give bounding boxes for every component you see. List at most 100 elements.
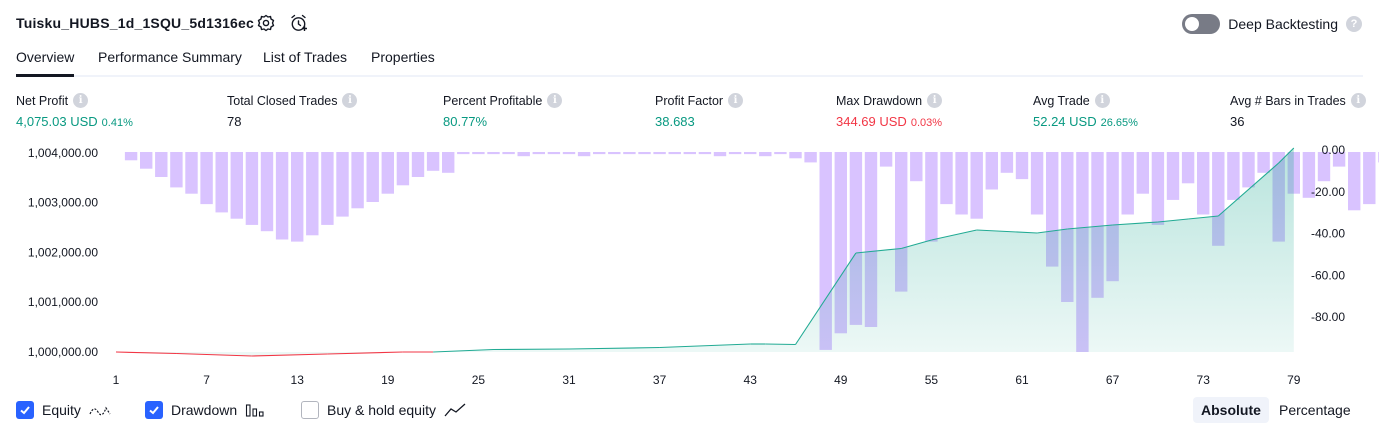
drawdown-bar[interactable] xyxy=(230,152,243,219)
buy-hold-checkbox[interactable] xyxy=(301,401,319,419)
drawdown-bar[interactable] xyxy=(124,152,138,161)
drawdown-bar[interactable] xyxy=(577,152,591,157)
drawdown-bar[interactable] xyxy=(245,152,259,225)
deep-backtesting-toggle[interactable] xyxy=(1182,14,1221,34)
drawdown-bar[interactable] xyxy=(940,152,953,205)
drawdown-bar[interactable] xyxy=(155,152,168,177)
add-alert-clock-icon[interactable] xyxy=(289,13,309,33)
info-icon[interactable]: i xyxy=(547,93,563,108)
drawdown-bar[interactable] xyxy=(351,152,364,209)
drawdown-bar[interactable] xyxy=(411,152,425,177)
drawdown-bar[interactable] xyxy=(638,152,651,155)
drawdown-bar[interactable] xyxy=(623,152,636,155)
drawdown-bar[interactable] xyxy=(215,152,228,213)
info-icon[interactable]: i xyxy=(1094,93,1110,108)
drawdown-bar[interactable] xyxy=(713,152,727,157)
drawdown-bar[interactable] xyxy=(1317,152,1331,182)
drawdown-bar[interactable] xyxy=(1363,152,1376,205)
drawdown-bar[interactable] xyxy=(925,152,938,242)
info-icon[interactable]: i xyxy=(73,93,89,108)
drawdown-bar[interactable] xyxy=(683,152,696,155)
drawdown-bar[interactable] xyxy=(487,152,500,155)
drawdown-bar[interactable] xyxy=(985,152,998,190)
drawdown-bar[interactable] xyxy=(472,152,485,155)
info-icon[interactable]: i xyxy=(1350,93,1366,108)
info-icon[interactable]: i xyxy=(728,93,744,108)
drawdown-bar[interactable] xyxy=(170,152,183,188)
drawdown-bar[interactable] xyxy=(955,152,968,215)
drawdown-bar[interactable] xyxy=(426,152,440,171)
drawdown-bar[interactable] xyxy=(396,152,410,186)
drawdown-bar[interactable] xyxy=(1348,152,1361,211)
equity-line-segment xyxy=(659,343,751,349)
drawdown-bar[interactable] xyxy=(321,152,334,225)
stat-label: Total Closed Trades xyxy=(227,93,338,108)
drawdown-bar[interactable] xyxy=(879,152,893,167)
drawdown-bar[interactable] xyxy=(653,152,666,155)
drawdown-bar[interactable] xyxy=(1181,152,1195,184)
drawdown-bar[interactable] xyxy=(442,152,455,173)
drawdown-bar[interactable] xyxy=(774,152,787,155)
drawdown-bar[interactable] xyxy=(366,152,379,202)
drawdown-bar[interactable] xyxy=(593,152,606,155)
drawdown-bar[interactable] xyxy=(381,152,394,194)
percentage-button[interactable]: Percentage xyxy=(1279,402,1351,418)
equity-drawdown-chart[interactable]: 1,004,000.00 1,003,000.00 1,002,000.00 1,00… xyxy=(0,138,1379,388)
drawdown-bar[interactable] xyxy=(140,152,153,169)
drawdown-bar[interactable] xyxy=(728,152,742,155)
drawdown-bar[interactable] xyxy=(1121,152,1134,215)
drawdown-bar[interactable] xyxy=(668,152,681,155)
drawdown-bar[interactable] xyxy=(1302,152,1316,198)
equity-line-segment xyxy=(795,252,857,345)
drawdown-bar[interactable] xyxy=(336,152,349,217)
drawdown-bar[interactable] xyxy=(457,152,470,155)
drawdown-bar[interactable] xyxy=(547,152,561,155)
drawdown-bar[interactable] xyxy=(1257,152,1270,173)
drawdown-bar[interactable] xyxy=(1197,152,1210,215)
drawdown-bar[interactable] xyxy=(200,152,213,205)
drawdown-bar[interactable] xyxy=(1227,152,1240,200)
drawdown-bar[interactable] xyxy=(185,152,198,194)
absolute-button[interactable]: Absolute xyxy=(1193,397,1269,423)
tab-overview[interactable]: Overview xyxy=(16,49,75,77)
drawdown-bar[interactable] xyxy=(608,152,621,155)
drawdown-bar[interactable] xyxy=(502,152,515,155)
equity-checkbox[interactable] xyxy=(16,401,34,419)
drawdown-bar[interactable] xyxy=(291,152,304,242)
drawdown-bar[interactable] xyxy=(970,152,983,219)
equity-line-segment xyxy=(568,346,660,350)
drawdown-bar[interactable] xyxy=(562,152,576,155)
tab-performance-summary[interactable]: Performance Summary xyxy=(98,49,242,65)
drawdown-bar[interactable] xyxy=(1030,152,1044,215)
drawdown-bar[interactable] xyxy=(517,152,530,157)
deep-backtesting-control: Deep Backtesting ? xyxy=(1182,14,1362,34)
legend-drawdown[interactable]: Drawdown xyxy=(145,401,265,419)
drawdown-bar[interactable] xyxy=(275,152,289,240)
drawdown-bar[interactable] xyxy=(804,152,817,163)
drawdown-bar[interactable] xyxy=(532,152,545,155)
info-icon[interactable]: i xyxy=(342,93,358,108)
drawdown-bar[interactable] xyxy=(789,152,802,159)
drawdown-bar[interactable] xyxy=(1332,152,1346,167)
equity-line-segment xyxy=(493,348,570,351)
drawdown-bar[interactable] xyxy=(260,152,274,232)
drawdown-checkbox[interactable] xyxy=(145,401,163,419)
drawdown-bar[interactable] xyxy=(759,152,772,157)
drawdown-bar[interactable] xyxy=(910,152,923,182)
settings-gear-icon[interactable] xyxy=(256,13,276,33)
drawdown-bar[interactable] xyxy=(1151,152,1165,225)
legend-equity[interactable]: Equity xyxy=(16,401,111,419)
drawdown-bar[interactable] xyxy=(698,152,712,155)
drawdown-bar[interactable] xyxy=(744,152,757,155)
drawdown-bar[interactable] xyxy=(1000,152,1014,173)
tab-properties[interactable]: Properties xyxy=(371,49,435,65)
tab-list-of-trades[interactable]: List of Trades xyxy=(263,49,348,65)
drawdown-bar[interactable] xyxy=(1166,152,1180,200)
drawdown-bar[interactable] xyxy=(1015,152,1029,180)
drawdown-bar[interactable] xyxy=(1242,152,1255,188)
help-icon[interactable]: ? xyxy=(1346,16,1362,32)
info-icon[interactable]: i xyxy=(927,93,943,108)
legend-buy-hold[interactable]: Buy & hold equity xyxy=(301,401,466,419)
drawdown-bar[interactable] xyxy=(1136,152,1149,194)
drawdown-bar[interactable] xyxy=(306,152,319,236)
